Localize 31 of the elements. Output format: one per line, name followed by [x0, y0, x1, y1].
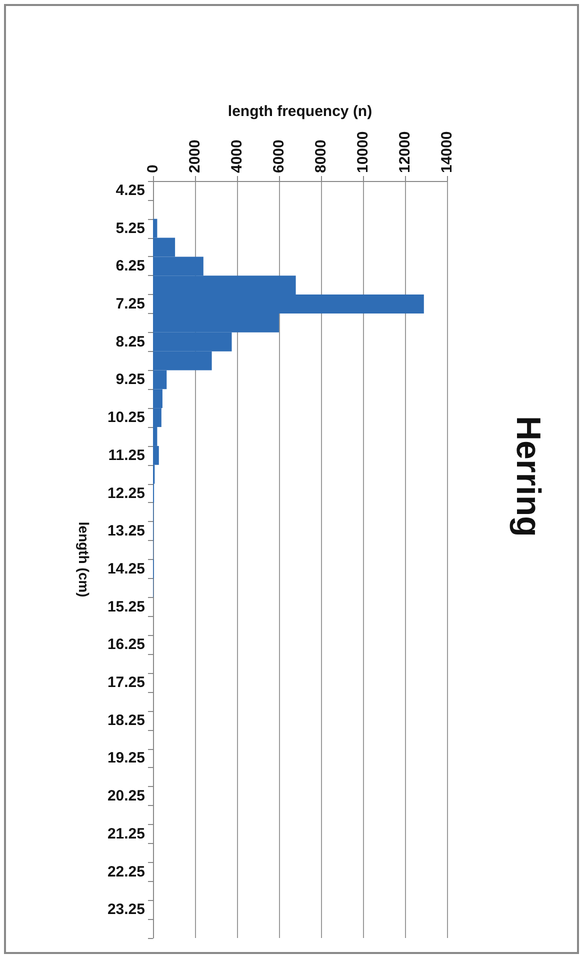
x-axis-title: length frequency (n): [228, 103, 372, 120]
x-tick-label: 0: [144, 164, 162, 173]
y-tick-label: 13.25: [107, 522, 145, 540]
y-tick-label: 21.25: [107, 825, 145, 842]
x-tick-label: 2000: [186, 140, 204, 173]
y-tick-label: 6.25: [116, 258, 145, 275]
y-tick-label: 23.25: [107, 901, 145, 918]
y-tick-label: 14.25: [107, 560, 145, 578]
y-tick-label: 8.25: [116, 333, 145, 350]
x-tick-label: 10000: [354, 131, 372, 173]
y-tick-label: 4.25: [116, 182, 145, 199]
y-tick-label: 15.25: [107, 598, 145, 616]
y-tick-label: 7.25: [116, 296, 145, 313]
y-tick-label: 5.25: [116, 220, 145, 237]
y-axis-title: length (cm): [76, 522, 92, 598]
y-tick-label: 16.25: [107, 636, 145, 654]
x-tick-label: 4000: [228, 140, 246, 173]
y-tick-label: 12.25: [107, 484, 145, 502]
text: Herring: [509, 416, 547, 537]
y-tick-label: 17.25: [107, 674, 145, 692]
y-tick-label: 18.25: [107, 712, 145, 729]
y-tick-label: 9.25: [116, 371, 145, 388]
x-tick-label: 14000: [438, 131, 456, 173]
y-tick-label: 11.25: [108, 446, 145, 464]
y-tick-label: 22.25: [107, 863, 145, 880]
x-tick-label: 12000: [396, 131, 414, 173]
y-tick-label: 20.25: [107, 788, 145, 805]
x-tick-label: 8000: [312, 140, 330, 173]
x-tick-label: 6000: [270, 140, 288, 173]
y-tick-label: 19.25: [107, 750, 145, 767]
y-tick-label: 10.25: [107, 409, 145, 426]
